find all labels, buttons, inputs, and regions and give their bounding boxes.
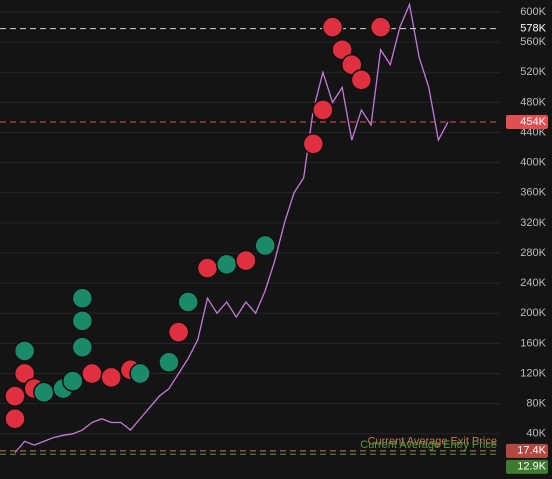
trade-marker	[129, 362, 151, 385]
trade-marker	[71, 310, 94, 332]
trade-marker	[33, 381, 55, 404]
price-label-box	[506, 115, 548, 130]
trade-marker	[81, 362, 103, 385]
y-tick-label: 320K	[520, 217, 546, 229]
trade-marker	[71, 336, 94, 358]
y-tick-label: 560K	[520, 36, 546, 48]
trade-marker	[100, 366, 122, 389]
trade-marker	[196, 257, 219, 279]
y-tick-label: 160K	[520, 337, 546, 349]
y-tick-label: 480K	[520, 96, 546, 108]
trade-marker	[177, 291, 199, 313]
trade-marker	[158, 351, 180, 374]
y-tick-label: 280K	[520, 247, 546, 259]
price-label: 17.4K	[517, 445, 546, 457]
price-line	[14, 2, 449, 454]
y-tick-label: 400K	[520, 157, 546, 169]
line-annotation: Current Average Entry Price	[360, 439, 497, 451]
trade-marker	[13, 362, 36, 385]
trade-marker	[4, 385, 26, 407]
trade-marker	[13, 340, 36, 362]
trade-marker	[369, 16, 392, 38]
y-tick-label: 40K	[526, 428, 546, 440]
price-label: 12.9K	[517, 461, 546, 473]
price-label: 454K	[520, 116, 546, 128]
y-tick-label: 200K	[520, 307, 546, 319]
trade-marker	[312, 99, 334, 121]
y-tick-label: 440K	[520, 126, 546, 138]
line-annotation: Current Average Exit Price	[368, 436, 497, 448]
price-label-box	[506, 21, 548, 36]
price-label-box	[506, 443, 548, 458]
trade-marker	[321, 16, 344, 38]
price-label-box	[506, 459, 548, 474]
y-tick-label: 80K	[526, 398, 546, 410]
y-tick-label: 520K	[520, 66, 546, 78]
price-label: 578K	[520, 23, 546, 35]
trade-marker	[71, 287, 94, 309]
trade-marker	[167, 321, 190, 343]
y-tick-label: 600K	[520, 6, 546, 18]
trade-marker	[350, 69, 373, 91]
trade-marker	[302, 133, 325, 155]
trade-marker	[61, 370, 84, 392]
y-tick-label: 360K	[520, 187, 546, 199]
trade-marker	[254, 234, 276, 257]
trade-marker	[215, 253, 238, 276]
trade-marker	[341, 54, 363, 76]
trade-marker	[235, 249, 257, 272]
trade-marker	[331, 38, 353, 61]
y-tick-label: 240K	[520, 277, 546, 289]
y-tick-label: 120K	[520, 367, 546, 379]
trade-marker	[4, 407, 26, 430]
